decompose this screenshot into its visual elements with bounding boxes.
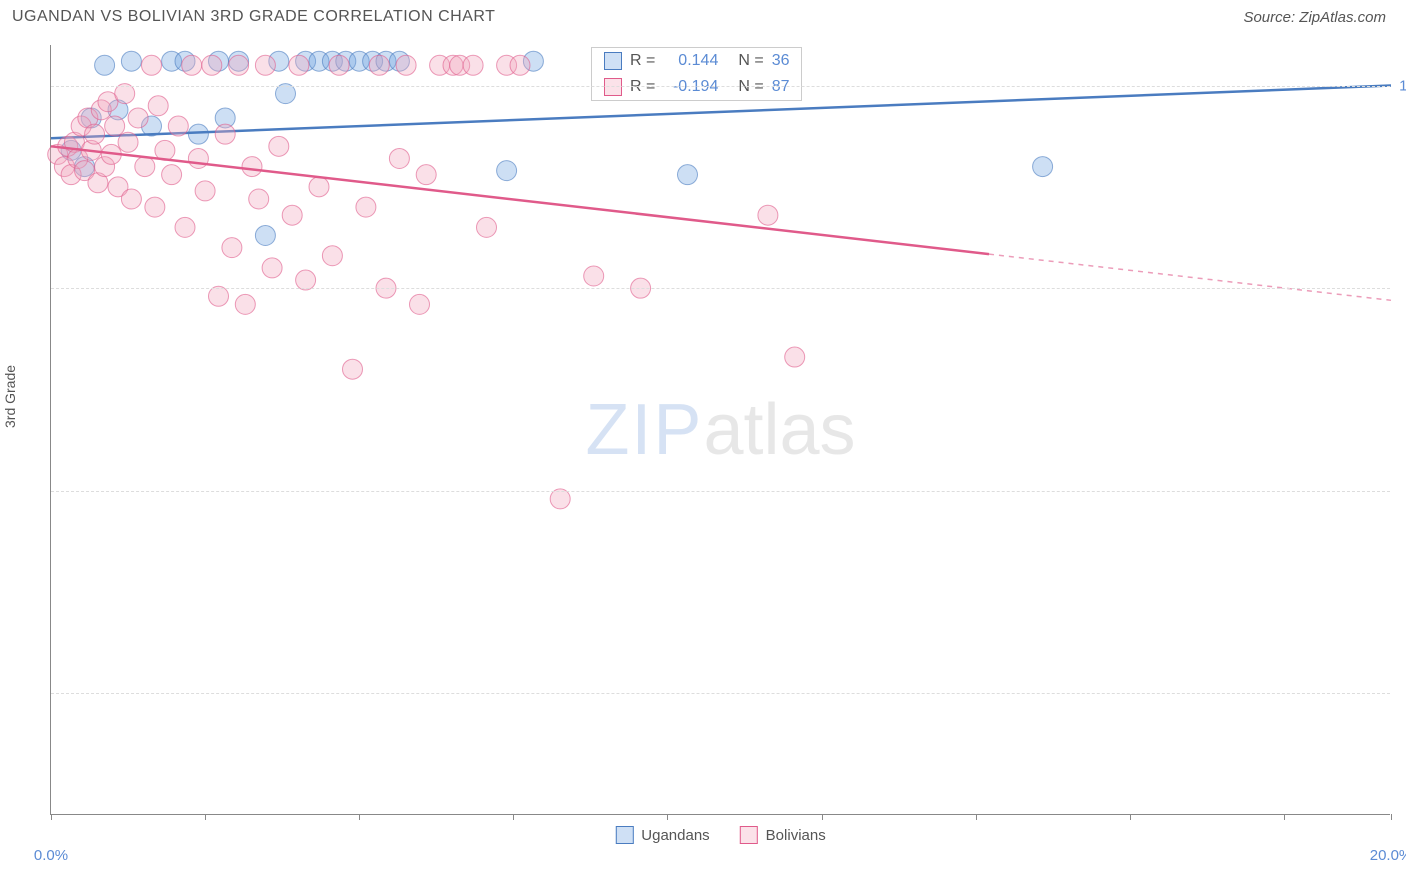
scatter-point (242, 157, 262, 177)
scatter-point (162, 165, 182, 185)
scatter-point (289, 55, 309, 75)
scatter-point (510, 55, 530, 75)
scatter-point (135, 157, 155, 177)
scatter-point (249, 189, 269, 209)
scatter-point (121, 51, 141, 71)
x-tick (359, 814, 360, 820)
chart-title: UGANDAN VS BOLIVIAN 3RD GRADE CORRELATIO… (12, 8, 495, 26)
x-tick (667, 814, 668, 820)
y-tick-label: 100.0% (1399, 77, 1406, 94)
scatter-point (95, 55, 115, 75)
legend-n-label: N = (738, 78, 763, 96)
scatter-point (142, 55, 162, 75)
scatter-point (322, 246, 342, 266)
scatter-point (678, 165, 698, 185)
scatter-point (329, 55, 349, 75)
scatter-point (229, 55, 249, 75)
scatter-point (1033, 157, 1053, 177)
scatter-point (168, 116, 188, 136)
x-tick (1391, 814, 1392, 820)
scatter-point (356, 197, 376, 217)
legend-r-value: -0.194 (663, 78, 718, 96)
scatter-point (282, 205, 302, 225)
scatter-point (188, 124, 208, 144)
scatter-point (255, 225, 275, 245)
x-tick (1284, 814, 1285, 820)
series-legend-item: Bolivians (740, 826, 826, 844)
x-tick-label: 0.0% (34, 847, 68, 864)
legend-n-value: 36 (772, 52, 790, 70)
scatter-point (550, 489, 570, 509)
x-tick (513, 814, 514, 820)
scatter-point (410, 294, 430, 314)
gridline (51, 693, 1390, 694)
scatter-point (215, 124, 235, 144)
scatter-point (148, 96, 168, 116)
source-label: Source: ZipAtlas.com (1243, 9, 1386, 26)
scatter-point (128, 108, 148, 128)
x-tick (51, 814, 52, 820)
x-tick (822, 814, 823, 820)
series-legend-label: Bolivians (766, 827, 826, 844)
gridline (51, 86, 1390, 87)
y-axis-label: 3rd Grade (2, 365, 18, 428)
x-tick (1130, 814, 1131, 820)
scatter-point (121, 189, 141, 209)
scatter-point (85, 124, 105, 144)
legend-swatch (604, 78, 622, 96)
legend-r-value: 0.144 (663, 52, 718, 70)
scatter-point (477, 217, 497, 237)
scatter-point (195, 181, 215, 201)
scatter-point (118, 132, 138, 152)
scatter-point (584, 266, 604, 286)
legend-n-value: 87 (772, 78, 790, 96)
scatter-point (269, 136, 289, 156)
gridline (51, 288, 1390, 289)
scatter-point (785, 347, 805, 367)
scatter-point (497, 161, 517, 181)
scatter-point (255, 55, 275, 75)
trend-line (51, 146, 989, 254)
scatter-point (145, 197, 165, 217)
scatter-point (389, 148, 409, 168)
chart-area: ZIPatlas R =0.144N =36R =-0.194N =87 Uga… (50, 45, 1390, 815)
scatter-plot (51, 45, 1390, 814)
legend-r-label: R = (630, 78, 655, 96)
scatter-point (276, 84, 296, 104)
x-tick (976, 814, 977, 820)
legend-n-label: N = (738, 52, 763, 70)
scatter-point (262, 258, 282, 278)
scatter-point (309, 177, 329, 197)
legend-row: R = -0.194 N = 87 (592, 74, 801, 100)
x-tick-label: 20.0% (1370, 847, 1406, 864)
scatter-point (222, 238, 242, 258)
scatter-point (105, 116, 125, 136)
scatter-point (115, 84, 135, 104)
scatter-point (463, 55, 483, 75)
scatter-point (369, 55, 389, 75)
scatter-point (182, 55, 202, 75)
series-legend-label: Ugandans (641, 827, 709, 844)
scatter-point (416, 165, 436, 185)
scatter-point (175, 217, 195, 237)
correlation-legend: R = 0.144 N = 36 R = -0.194 N = 87 (591, 47, 802, 101)
legend-r-label: R = (630, 52, 655, 70)
scatter-point (343, 359, 363, 379)
legend-swatch (740, 826, 758, 844)
scatter-point (396, 55, 416, 75)
x-tick (205, 814, 206, 820)
series-legend: Ugandans Bolivians (615, 826, 825, 844)
gridline (51, 491, 1390, 492)
legend-swatch (604, 52, 622, 70)
scatter-point (235, 294, 255, 314)
legend-swatch (615, 826, 633, 844)
scatter-point (758, 205, 778, 225)
scatter-point (202, 55, 222, 75)
scatter-point (296, 270, 316, 290)
legend-row: R = 0.144 N = 36 (592, 48, 801, 74)
series-legend-item: Ugandans (615, 826, 709, 844)
scatter-point (209, 286, 229, 306)
trend-line-extrapolated (989, 254, 1391, 300)
scatter-point (188, 148, 208, 168)
